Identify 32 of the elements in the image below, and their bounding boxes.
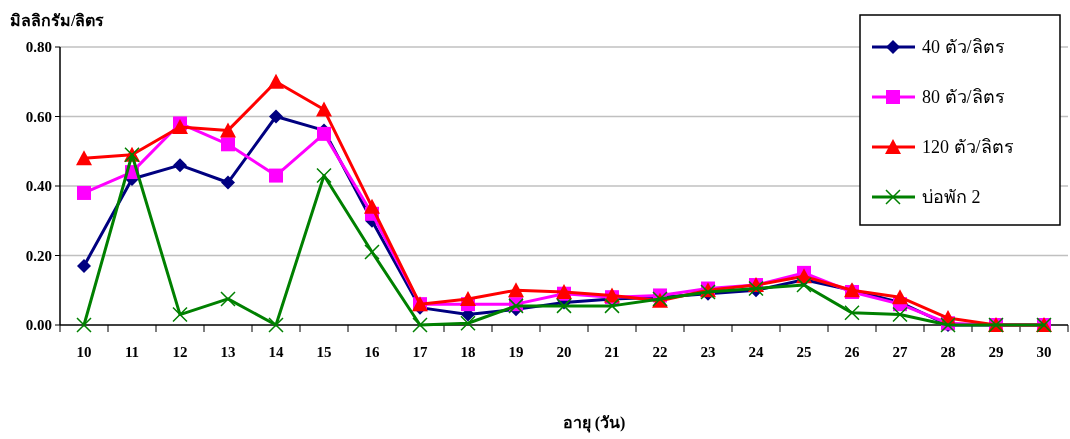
- x-tick-label: 30: [1036, 344, 1052, 360]
- x-tick-label: 27: [892, 344, 908, 360]
- x-tick-label: 17: [412, 344, 428, 360]
- legend-label: 80 ตัว/ลิตร: [922, 87, 1005, 107]
- y-tick-label: 0.80: [25, 39, 52, 55]
- x-tick-label: 21: [604, 344, 620, 360]
- x-tick-label: 13: [220, 344, 236, 360]
- x-tick-label: 12: [172, 344, 188, 360]
- x-tick-label: 22: [652, 344, 668, 360]
- legend-label: บ่อพัก 2: [922, 187, 981, 207]
- x-tick-label: 14: [268, 344, 284, 360]
- y-tick-label: 0.60: [25, 108, 52, 125]
- x-tick-label: 16: [364, 344, 380, 360]
- x-tick-label: 28: [940, 344, 956, 360]
- x-tick-label: 23: [700, 344, 716, 360]
- y-axis-title: มิลลิกรัม/ลิตร: [10, 12, 105, 29]
- x-tick-label: 24: [748, 344, 764, 360]
- x-tick-label: 10: [76, 344, 92, 360]
- x-tick-label: 29: [988, 344, 1004, 360]
- legend-label: 120 ตัว/ลิตร: [922, 137, 1014, 157]
- y-tick-label: 0.40: [25, 178, 52, 194]
- x-tick-label: 11: [124, 344, 140, 360]
- x-tick-label: 25: [796, 344, 812, 360]
- x-tick-label: 20: [556, 344, 572, 360]
- legend-label: 40 ตัว/ลิตร: [922, 37, 1005, 57]
- y-tick-label: 0.20: [25, 247, 52, 264]
- x-tick-label: 19: [508, 344, 524, 360]
- x-tick-label: 15: [316, 344, 332, 360]
- y-tick-label: 0.00: [25, 317, 52, 333]
- x-axis-title: อายุ (วัน): [562, 414, 626, 433]
- x-tick-label: 26: [844, 344, 860, 360]
- x-tick-label: 18: [460, 344, 476, 360]
